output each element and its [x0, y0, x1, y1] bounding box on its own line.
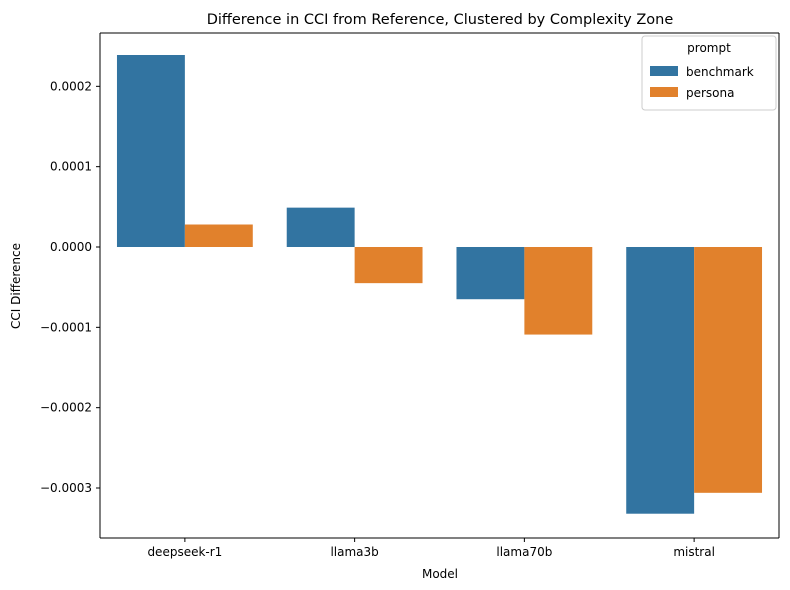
legend-title: prompt: [687, 41, 731, 55]
legend-swatch-benchmark: [650, 66, 678, 76]
bar-benchmark-mistral: [626, 247, 695, 514]
x-tick-label: mistral: [673, 545, 715, 559]
y-axis-label: CCI Difference: [9, 243, 23, 329]
bar-benchmark-llama3b: [286, 207, 355, 247]
bar-benchmark-deepseek-r1: [116, 55, 185, 247]
y-tick-label: 0.0001: [50, 160, 92, 174]
legend-entries: benchmark persona: [650, 65, 754, 100]
x-axis: deepseek-r1 llama3b llama70b mistral: [100, 537, 779, 559]
chart-title: Difference in CCI from Reference, Cluste…: [207, 12, 674, 28]
bar-persona-mistral: [694, 247, 763, 493]
bar-persona-llama70b: [524, 247, 593, 335]
y-tick-label: 0.0002: [50, 79, 92, 93]
x-tick-label: deepseek-r1: [147, 545, 222, 559]
y-tick-label: −0.0002: [40, 401, 92, 415]
y-tick-label: 0.0000: [50, 240, 92, 254]
legend: prompt benchmark persona: [641, 35, 777, 111]
bar-benchmark-llama70b: [456, 247, 525, 300]
y-tick-label: −0.0003: [40, 481, 92, 495]
legend-label-benchmark: benchmark: [686, 65, 754, 79]
x-tick-label: llama3b: [330, 545, 378, 559]
y-axis: −0.0003 −0.0002 −0.0001 0.0000 0.0001 0.0002: [40, 33, 101, 538]
x-axis-label: Model: [422, 567, 458, 581]
legend-label-persona: persona: [686, 86, 735, 100]
y-tick-label: −0.0001: [40, 320, 92, 334]
x-tick-label: llama70b: [496, 545, 552, 559]
legend-swatch-persona: [650, 87, 678, 97]
bar-persona-llama3b: [354, 247, 423, 284]
bar-persona-deepseek-r1: [184, 224, 253, 247]
bars: [116, 55, 763, 514]
